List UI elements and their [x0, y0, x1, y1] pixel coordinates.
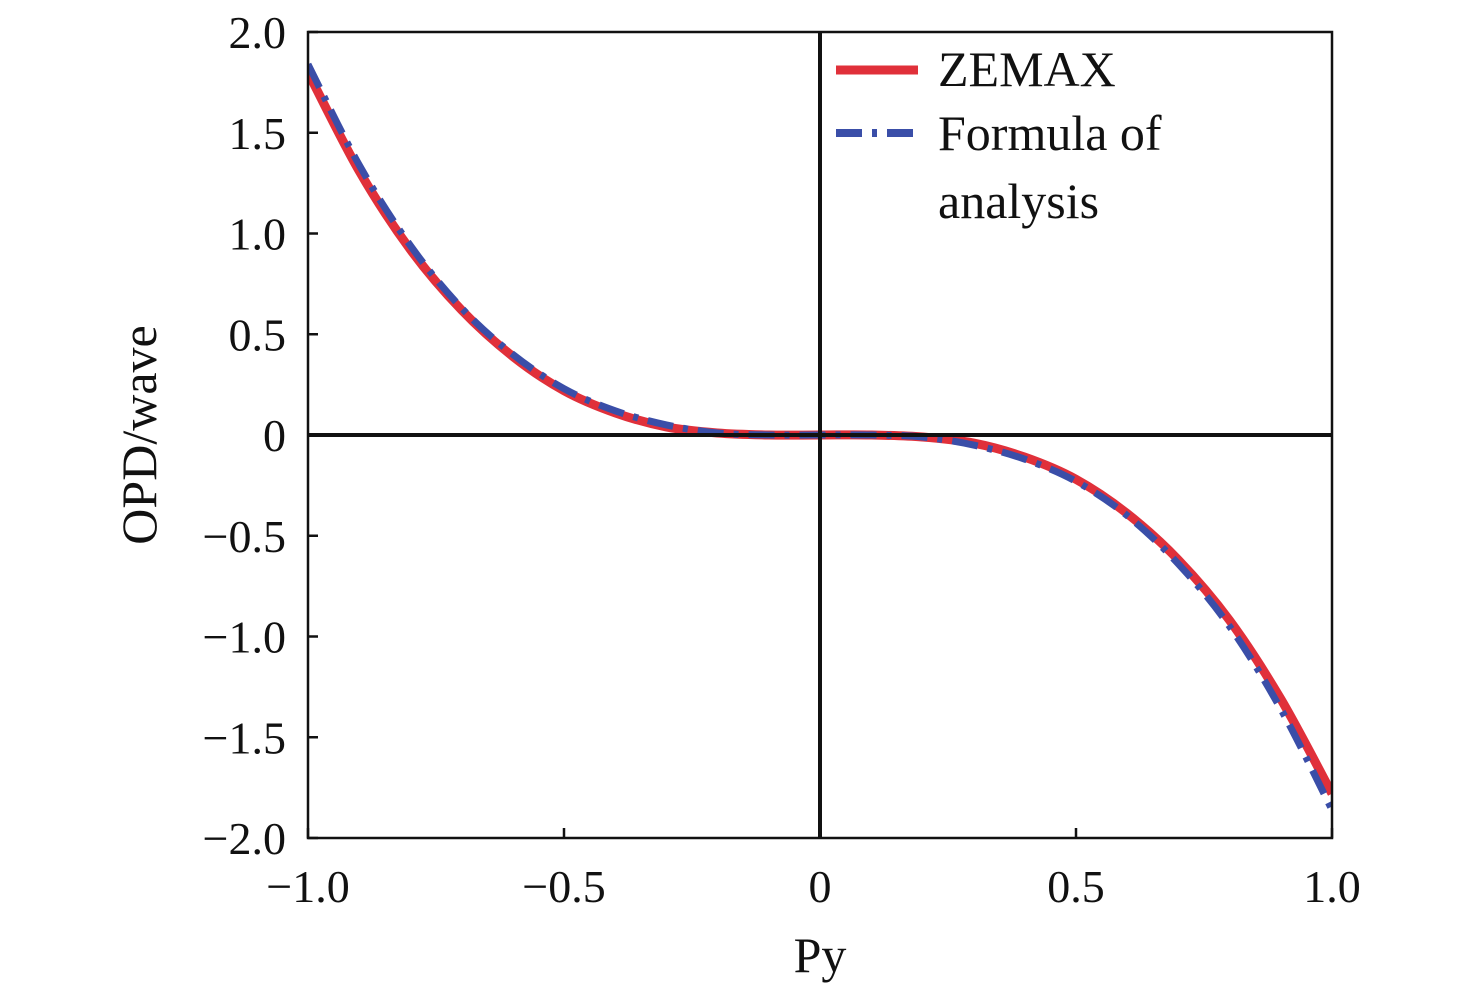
x-axis-title: Py [794, 927, 847, 983]
y-tick-label: 0 [263, 410, 286, 461]
x-tick-label: 1.0 [1303, 861, 1361, 912]
ticks [306, 30, 1334, 840]
x-tick-label: −0.5 [522, 861, 605, 912]
y-tick-label: 1.0 [229, 209, 287, 260]
x-tick-label: 0 [809, 861, 832, 912]
y-tick-label: −2.0 [203, 813, 286, 864]
y-tick-label: −1.0 [203, 612, 286, 663]
legend-label-formula: Formula of analysis [938, 105, 1162, 229]
y-tick-label: −0.5 [203, 511, 286, 562]
x-tick-label: −1.0 [266, 861, 349, 912]
legend-label-zemax: ZEMAX [938, 41, 1116, 97]
x-tick-label: 0.5 [1047, 861, 1105, 912]
y-tick-label: 2.0 [229, 7, 287, 58]
legend: ZEMAX Formula of analysis [836, 41, 1162, 229]
y-tick-label: 0.5 [229, 309, 287, 360]
y-tick-label: −1.5 [203, 712, 286, 763]
y-tick-label: 1.5 [229, 108, 287, 159]
y-axis-title: OPD/wave [111, 325, 167, 544]
tick-labels: −1.0 −0.5 0 0.5 1.0 2.0 1.5 1.0 0.5 0 −0.5 −1.0 −1.5… [203, 7, 1361, 912]
reference-lines [308, 32, 1332, 838]
